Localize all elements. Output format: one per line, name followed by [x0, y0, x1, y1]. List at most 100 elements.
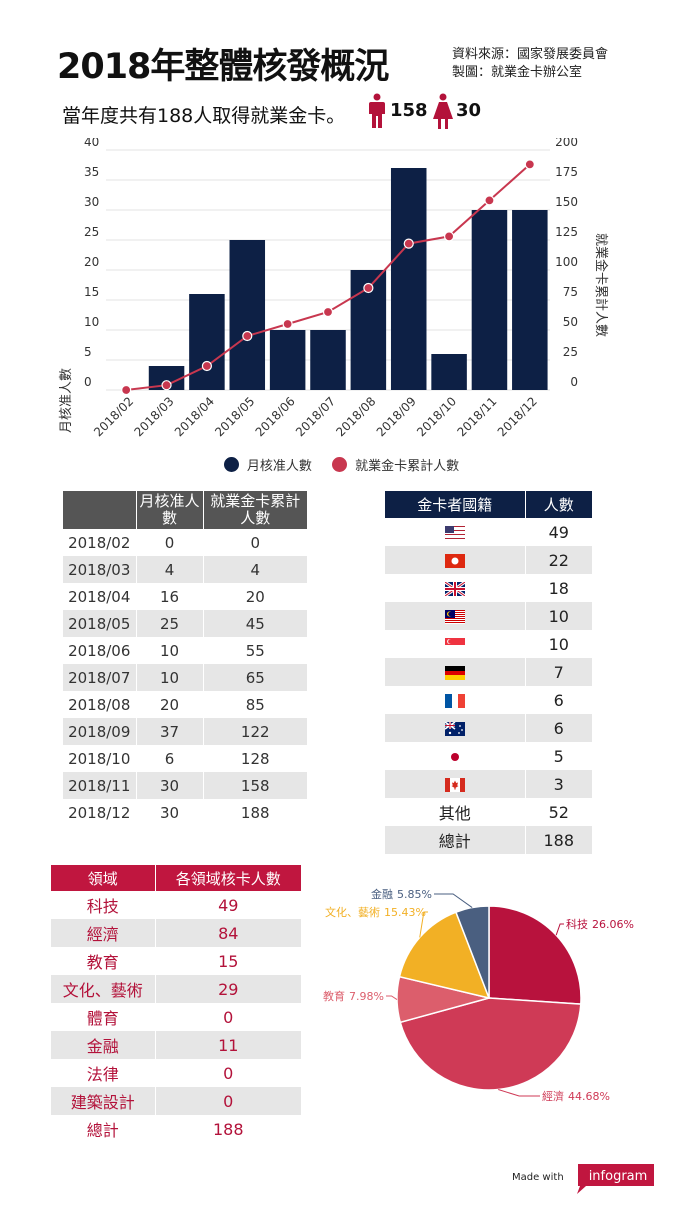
domain-table: 領域 各領域核卡人數 科技 49 經濟 84 教育 15 文化、藝術 29 體育 0 金融 11 法律 0… [51, 865, 301, 1143]
table-row-other: 其他 52 [385, 798, 592, 826]
table-row: 金融 11 [51, 1031, 301, 1059]
table-row: 6 [385, 714, 592, 742]
count-cell: 6 [524, 686, 592, 714]
total-count: 188 [524, 826, 592, 854]
au-flag-icon [444, 721, 465, 736]
source-line: 資料來源：國家發展委員會 [452, 47, 609, 62]
table-cell: 37 [135, 718, 203, 745]
table-cell: 20 [202, 583, 307, 610]
pie-leader-line [386, 995, 398, 1000]
my-flag-icon [444, 610, 465, 624]
bar [431, 354, 467, 390]
left-tick-label: 35 [84, 165, 99, 179]
table-row: 文化、藝術 29 [51, 975, 301, 1003]
female-icon [433, 93, 453, 129]
left-tick-label: 5 [84, 345, 92, 359]
table-cell: 文化、藝術 [51, 975, 155, 1003]
pie-labels: 科技 26.06% 經濟 44.68% 教育 7.98% 文化、藝術 15.43% 金融 5.85… [323, 887, 634, 1103]
jp-flag-icon [444, 750, 465, 764]
left-tick-label: 15 [84, 285, 99, 299]
bar-series [148, 168, 548, 390]
pie-label-name: 金融 [371, 887, 393, 901]
table-row: 18 [385, 574, 592, 602]
table-cell: 法律 [86, 1065, 119, 1084]
pie-label-pct: 26.06% [592, 918, 634, 931]
table-row: 5 [385, 742, 592, 770]
table-row: 10 [385, 630, 592, 658]
table-cell: 49 [154, 891, 301, 919]
table-cell: 2018/12 [68, 803, 131, 822]
table-row: 體育 0 [51, 1003, 301, 1031]
table-row: 2018/12 30 188 [63, 799, 307, 826]
pie-leader-line [419, 911, 428, 938]
male-icon [369, 93, 385, 128]
flag-cell [385, 658, 525, 686]
table-cell: 85 [202, 691, 307, 718]
infogram-logo[interactable]: infogram [574, 1164, 654, 1196]
table-row: 2018/05 25 45 [63, 610, 307, 637]
table-cell: 科技 [86, 897, 119, 916]
domain-pie-chart: 科技 26.06% 經濟 44.68% 教育 7.98% 文化、藝術 15.43% 金融 5.85… [323, 887, 634, 1103]
right-axis-ticks: 0 25 50 75 100 125 150 175 200 [555, 138, 578, 389]
table-cell: 30 [135, 772, 203, 799]
table-cell: 20 [135, 691, 203, 718]
table-cell: 金融 [51, 1031, 155, 1059]
page-title: 2018年整體核發概況 [57, 47, 389, 87]
line-point [161, 380, 172, 391]
count-cell: 10 [524, 602, 592, 630]
legend-item-bars: 月核准人數 [223, 455, 312, 474]
pie-label: 金融 5.85% [371, 887, 432, 901]
header-cell-count: 人數 [524, 491, 592, 518]
table-cell: 11 [154, 1031, 301, 1059]
x-tick-label: 2018/08 [333, 394, 378, 439]
right-tick-label: 0 [570, 375, 578, 389]
pie-label-pct: 15.43% [384, 906, 426, 919]
header-cell-domain-count: 各領域核卡人數 [154, 865, 301, 891]
count-cell: 5 [524, 742, 592, 770]
table-row-total: 總計 188 [385, 826, 592, 854]
table-row: 經濟 84 [51, 919, 301, 947]
monthly-table: 月核准人數 就業金卡累計人數 2018/02 0 0 2018/03 4 4 2018/04… [63, 491, 307, 826]
right-tick-label: 200 [555, 138, 578, 149]
table-cell: 2018/02 [68, 533, 131, 552]
left-tick-label: 25 [84, 225, 99, 239]
bar [229, 240, 266, 390]
table-cell: 0 [154, 1087, 301, 1115]
de-flag-icon [444, 666, 465, 680]
header-cell-monthly: 月核准人數 [135, 491, 203, 529]
x-tick-label: 2018/11 [454, 394, 499, 439]
table-cell: 30 [135, 799, 203, 826]
line-point [484, 195, 495, 206]
flag-cell [385, 742, 525, 770]
x-tick-label: 2018/03 [132, 394, 177, 439]
table-cell: 2018/08 [68, 695, 131, 714]
header-cell-domain: 領域 [51, 865, 155, 891]
ca-flag-icon [444, 778, 465, 792]
x-axis-ticks: 2018/022018/032018/042018/052018/062018/… [91, 394, 540, 439]
table-row: 2018/06 10 55 [63, 637, 307, 664]
table-cell: 0 [135, 529, 203, 556]
pie-slices [396, 905, 582, 1091]
other-count: 52 [524, 798, 592, 826]
table-cell: 65 [202, 664, 307, 691]
table-cell: 2018/11 [63, 772, 136, 799]
bar [471, 210, 508, 390]
table-cell: 教育 [86, 953, 119, 972]
right-tick-label: 100 [555, 255, 578, 269]
table-cell: 158 [202, 772, 307, 799]
monthly-table-header: 月核准人數 就業金卡累計人數 [63, 491, 307, 529]
source-credits: 資料來源：國家發展委員會 製圖：就業金卡辦公室 [452, 46, 608, 82]
flag-cell [385, 714, 525, 742]
table-cell: 188 [154, 1115, 301, 1143]
pie-label: 經濟 44.68% [542, 1089, 610, 1103]
table-cell: 29 [154, 975, 301, 1003]
table-cell: 經濟 [51, 919, 155, 947]
pie-slice [488, 905, 582, 1005]
table-row: 科技 49 [51, 891, 301, 919]
left-tick-label: 10 [84, 315, 99, 329]
right-tick-label: 175 [555, 165, 578, 179]
table-cell: 0 [154, 1059, 301, 1087]
right-tick-label: 50 [563, 315, 578, 329]
bar [390, 168, 427, 390]
table-cell: 2018/04 [68, 587, 131, 606]
